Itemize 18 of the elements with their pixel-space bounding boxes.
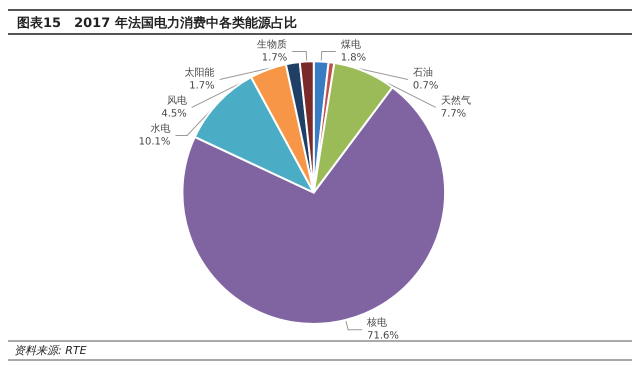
slice-label: 煤电 — [340, 38, 361, 50]
data-label: 0.7% — [412, 80, 438, 92]
slice-label: 风电 — [166, 94, 187, 106]
text: 资料来源: RTE — [14, 344, 87, 357]
slice-label: 石油 — [412, 66, 433, 78]
data-label: 4.5% — [161, 108, 187, 120]
data-label: 71.6% — [367, 330, 399, 342]
slice-label: 生物质 — [257, 38, 288, 50]
chart-title: 图表15 2017 年法国电力消费中各类能源占比 — [17, 15, 297, 31]
data-label: 10.1% — [138, 136, 170, 148]
slice-label: 核电 — [366, 316, 388, 329]
data-label: 1.7% — [262, 52, 288, 64]
data-label: 7.7% — [440, 108, 466, 120]
slice-label: 天然气 — [440, 94, 471, 106]
slice-label: 水电 — [150, 122, 170, 134]
slice-label: 太阳能 — [184, 66, 215, 78]
data-label: 1.7% — [189, 80, 215, 92]
data-label: 1.8% — [340, 52, 366, 64]
